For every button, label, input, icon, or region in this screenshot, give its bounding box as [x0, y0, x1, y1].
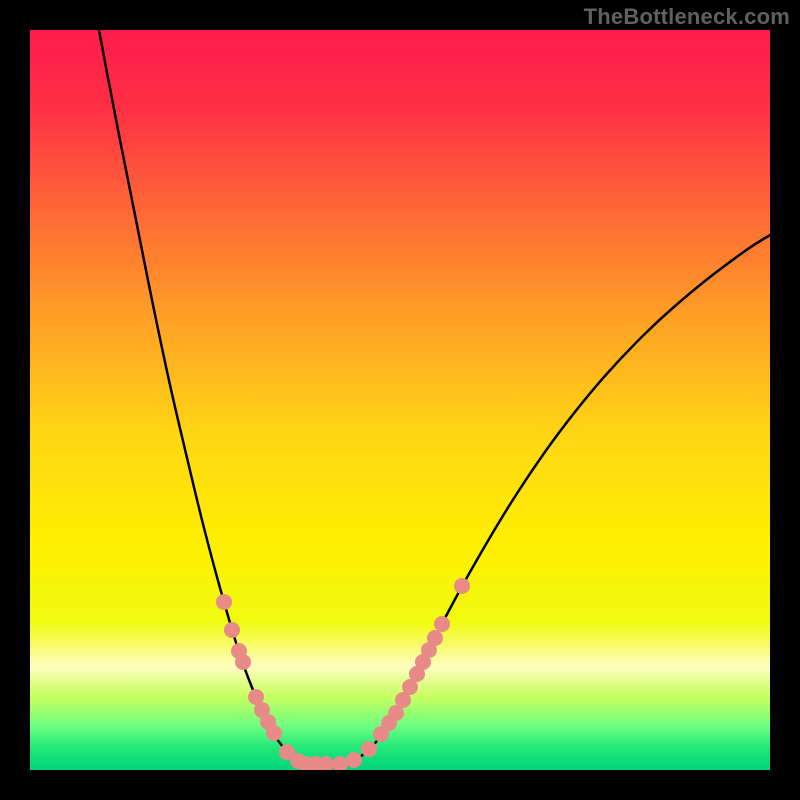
watermark-text: TheBottleneck.com — [584, 4, 790, 30]
figure-root: TheBottleneck.com — [0, 0, 800, 800]
curve-marker — [361, 741, 377, 757]
curve-marker — [454, 578, 470, 594]
curve-marker — [266, 725, 282, 741]
curve-marker — [318, 756, 334, 772]
plot-background-gradient — [30, 30, 770, 770]
curve-marker — [216, 594, 232, 610]
curve-marker — [427, 630, 443, 646]
curve-marker — [434, 616, 450, 632]
curve-marker — [224, 622, 240, 638]
curve-marker — [235, 654, 251, 670]
curve-marker — [346, 752, 362, 768]
bottleneck-curve-chart — [0, 0, 800, 800]
curve-marker — [332, 756, 348, 772]
